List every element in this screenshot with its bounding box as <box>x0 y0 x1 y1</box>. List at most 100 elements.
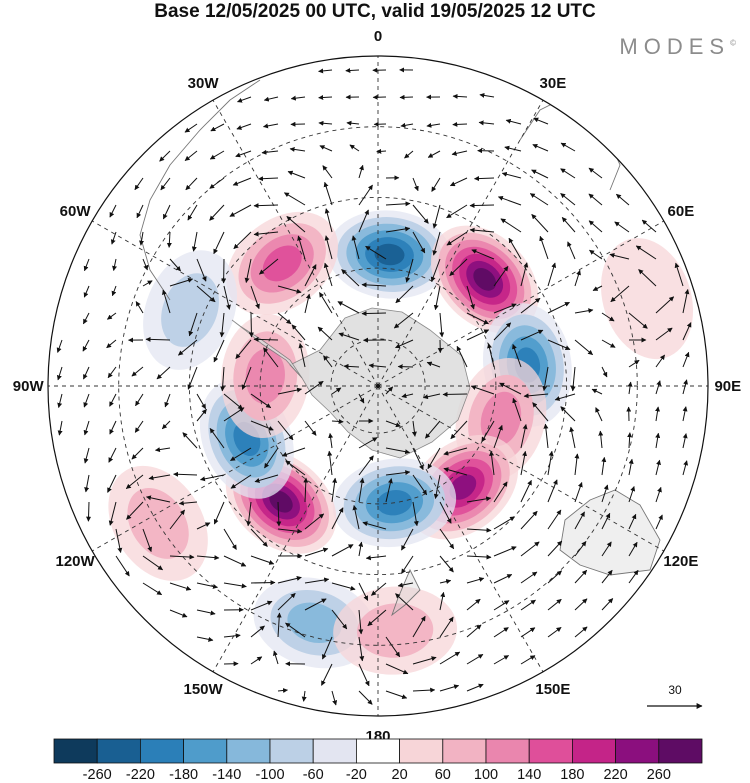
wind-vector <box>109 204 117 218</box>
wind-vector <box>223 633 241 639</box>
anomaly-pos-120w <box>108 465 208 581</box>
wind-vector <box>591 388 603 395</box>
anomaly-contour <box>262 245 302 282</box>
wind-vector <box>589 249 603 260</box>
wind-vector <box>574 269 581 287</box>
wind-vector <box>520 541 540 557</box>
wind-vector <box>362 521 387 530</box>
meridian-line <box>377 385 665 552</box>
wind-vector <box>142 582 163 596</box>
wind-vector <box>466 577 485 584</box>
wind-vector <box>471 249 495 260</box>
wind-vector <box>83 258 90 272</box>
wind-vector <box>106 312 117 320</box>
wind-vector <box>547 301 570 314</box>
wind-vector <box>393 312 414 329</box>
wind-vector <box>432 204 441 229</box>
wind-vector <box>200 474 225 482</box>
wind-vector <box>628 513 637 530</box>
wind-vector <box>601 569 613 584</box>
wind-vector <box>250 656 263 665</box>
wind-vector <box>601 456 607 476</box>
wind-vector <box>135 301 144 314</box>
meridian-line <box>377 99 544 387</box>
wind-vector <box>554 393 576 401</box>
wind-vector <box>331 690 338 706</box>
wind-vector <box>520 450 528 476</box>
wind-vector <box>655 354 666 368</box>
wind-vector <box>655 514 663 530</box>
wind-vector <box>250 285 260 310</box>
wind-vector <box>478 120 495 126</box>
wind-vector <box>246 501 252 527</box>
wind-vector <box>323 181 333 206</box>
anomaly-contour <box>600 238 694 360</box>
wind-vector <box>304 513 325 530</box>
wind-vector <box>400 122 414 128</box>
wind-vector <box>196 285 216 303</box>
wind-vector <box>425 420 441 439</box>
wind-vector <box>173 471 198 477</box>
wind-vector <box>289 146 306 152</box>
wind-vector <box>185 177 198 191</box>
wind-vector <box>412 615 426 638</box>
wind-vector <box>324 235 333 260</box>
wind-vector <box>196 258 207 282</box>
colorbar-bin <box>528 738 573 764</box>
wind-vector <box>446 231 468 246</box>
wind-vector <box>655 486 662 503</box>
wind-vector <box>351 235 360 260</box>
longitude-label: 30E <box>540 75 567 92</box>
wind-vector <box>233 231 252 250</box>
colorbar-bin <box>658 738 703 764</box>
wind-vector <box>115 555 130 577</box>
wind-vector <box>161 289 171 314</box>
wind-vector <box>169 277 194 287</box>
wind-vector <box>682 406 688 422</box>
wind-vector <box>412 687 436 693</box>
wind-vector <box>345 67 360 73</box>
wind-vector <box>638 269 657 287</box>
wind-vector <box>431 177 441 192</box>
wind-vector <box>423 393 441 400</box>
wind-vector <box>456 345 468 368</box>
wind-vector <box>196 555 220 561</box>
wind-vector <box>543 423 549 449</box>
wind-vector <box>433 285 441 311</box>
wind-vector <box>358 209 369 233</box>
wind-vector <box>439 684 460 692</box>
wind-vector <box>290 95 306 101</box>
wind-vector <box>331 582 356 591</box>
wind-vector <box>223 285 231 310</box>
wind-vector <box>131 447 144 460</box>
wind-vector <box>547 598 562 611</box>
wind-vector <box>169 509 185 530</box>
wind-vector <box>358 609 364 635</box>
wind-vector <box>109 393 117 407</box>
wind-vector <box>439 555 454 573</box>
wind-vector <box>412 231 426 254</box>
colorbar: -260 -220 -180 -140 -100 -60 -20 20 60 100 140 180 2… <box>53 738 703 783</box>
wind-vector <box>466 598 481 611</box>
wind-vector <box>159 150 171 162</box>
wind-vector <box>319 292 333 314</box>
wind-vector <box>178 500 198 506</box>
wind-vector <box>520 599 536 611</box>
wind-vector <box>497 195 522 206</box>
wind-vector <box>574 453 580 476</box>
wind-vector <box>547 540 563 557</box>
meridian-line <box>91 385 379 552</box>
wind-vector <box>655 406 660 422</box>
wind-vector <box>169 582 192 591</box>
wind-vector <box>655 296 675 314</box>
wind-vector <box>135 393 144 407</box>
longitude-label: 120E <box>663 553 698 570</box>
wind-vector <box>358 541 364 557</box>
wind-vector <box>371 582 387 596</box>
wind-vector <box>682 379 688 395</box>
wind-vector <box>493 322 512 341</box>
anomaly-contour <box>473 267 497 291</box>
wind-vector <box>520 627 536 638</box>
wind-vector <box>481 420 495 443</box>
